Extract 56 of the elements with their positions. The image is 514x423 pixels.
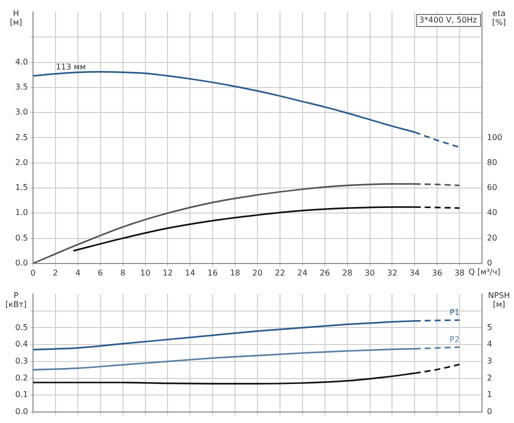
y2-tick-label: 20 [487,233,498,242]
y2-tick-label: 0 [487,407,492,416]
series-label: P1 [450,308,460,318]
y2-tick-label: 5 [487,322,492,332]
y-tick-label: 2.0 [15,158,28,167]
y-tick-label: 4.0 [15,57,28,66]
y2-tick-label: 0 [487,258,492,268]
x-tick-label: 36 [432,268,442,278]
y-tick-label: 0.0 [15,258,28,268]
y2-axis-title: eta [%] [492,9,506,28]
y2-axis-title: NPSH [м] [488,291,510,310]
x-tick-label: 2 [52,268,58,278]
annotation: 113 мм [56,62,86,72]
y-tick-label: 0.5 [15,233,28,242]
x-tick-label: 38 [454,268,465,278]
x-axis-title: Q [м³/ч] [468,267,500,276]
y2-tick-label: 60 [487,183,498,192]
y-tick-label: 0.4 [15,340,28,349]
y-axis-title: P [кВт] [5,291,27,310]
x-tick-label: 16 [208,268,218,278]
x-tick-label: 14 [185,268,196,278]
y2-tick-label: 1 [487,390,492,400]
x-tick-label: 12 [162,268,173,278]
x-tick-label: 22 [274,268,286,278]
x-tick-label: 24 [297,268,308,278]
y-axis-title: H [м] [10,9,22,28]
y-tick-label: 0.0 [15,407,28,416]
x-tick-label: 8 [120,268,126,278]
y2-tick-label: 40 [487,208,498,218]
y-tick-label: 1.0 [15,208,28,218]
series-label: P2 [450,335,460,344]
y2-tick-label: 80 [487,158,498,167]
text: 3*400 V, 50Hz [419,16,478,25]
x-tick-label: 18 [230,268,240,278]
y-tick-label: 0.1 [15,390,28,400]
y-tick-label: 2.5 [15,132,28,142]
x-tick-label: 32 [387,268,398,278]
x-tick-label: 0 [30,268,36,278]
x-tick-label: 26 [320,268,330,278]
y2-tick-label: 4 [487,340,492,349]
y-tick-label: 0.3 [15,356,28,366]
x-tick-label: 34 [410,268,420,278]
y-tick-label: 0.5 [15,322,28,332]
y-tick-label: 3.5 [15,82,28,92]
y-tick-label: 3.0 [15,108,28,117]
y2-tick-label: 100 [487,132,502,142]
y-tick-label: 1.5 [15,183,28,192]
x-tick-label: 10 [140,268,150,278]
x-tick-label: 20 [252,268,263,278]
x-tick-label: 6 [98,268,103,278]
x-tick-label: 4 [75,268,80,278]
y2-tick-label: 2 [487,373,492,382]
y2-tick-label: 3 [487,356,492,366]
x-tick-label: 30 [364,268,375,278]
y-tick-label: 0.2 [15,373,28,382]
x-tick-label: 28 [342,268,352,278]
